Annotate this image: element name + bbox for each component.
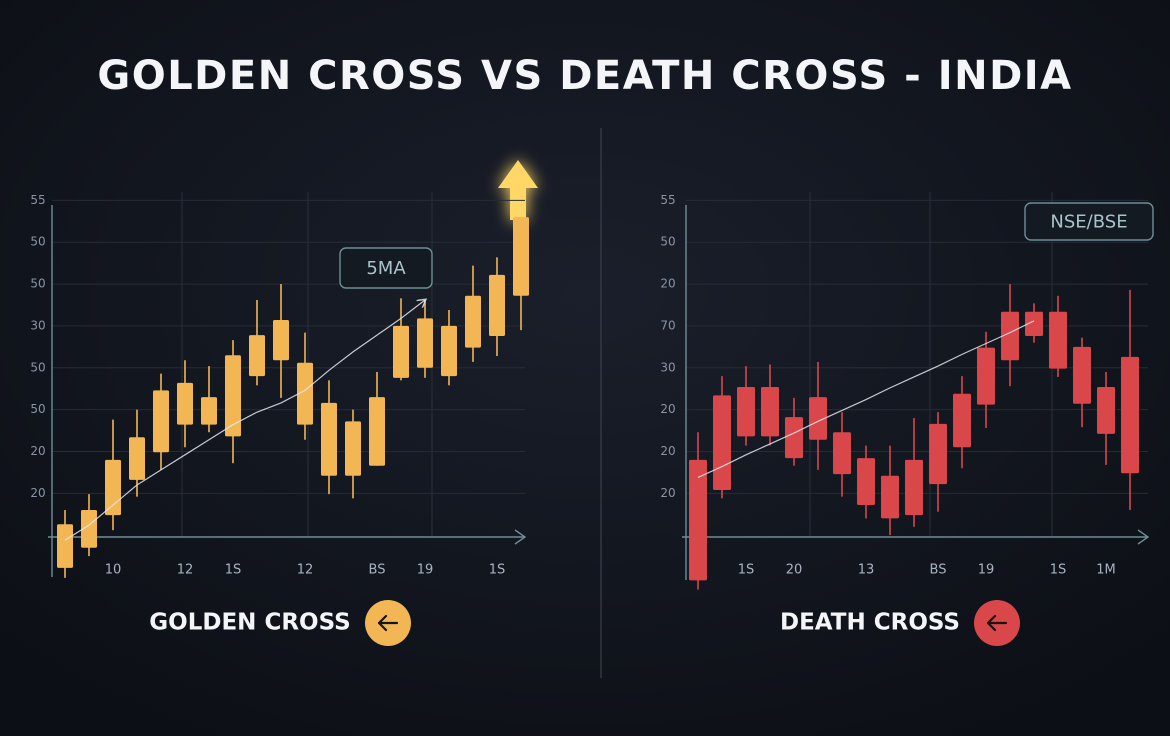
candle-body: [393, 325, 409, 378]
y-tick-label: 30: [30, 318, 45, 332]
y-tick-label: 50: [30, 235, 45, 249]
x-tick-label: 12: [177, 563, 194, 578]
candle-body: [1121, 356, 1139, 474]
candle-body: [857, 458, 875, 506]
candle-body: [321, 402, 337, 476]
x-tick-label: 10: [105, 563, 122, 578]
candle-body: [273, 320, 289, 361]
candle-body: [737, 387, 755, 437]
y-tick-label: 20: [660, 444, 675, 458]
x-tick-label: BS: [369, 563, 386, 578]
candle-body: [153, 390, 169, 453]
y-tick-label: 20: [660, 277, 675, 291]
chart-caption: DEATH CROSS: [780, 610, 960, 636]
candle-body: [905, 459, 923, 516]
annotation-box: [339, 247, 433, 289]
y-tick-label: 50: [30, 402, 45, 416]
candle-body: [977, 347, 995, 405]
candle-body: [689, 459, 707, 581]
candle-body: [1001, 311, 1019, 361]
candle-body: [929, 423, 947, 485]
x-tick-label: 1M: [1096, 563, 1116, 578]
caption-icon-arrow: [377, 614, 399, 632]
y-tick-label: 50: [30, 277, 45, 291]
x-tick-label: 1S: [1050, 563, 1067, 578]
candle-body: [881, 475, 899, 519]
x-tick-label: 1S: [225, 563, 242, 578]
candle-body: [489, 274, 505, 336]
y-tick-label: 50: [30, 360, 45, 374]
candle-body: [809, 397, 827, 440]
candle-body: [1073, 346, 1091, 404]
up-arrow: [498, 160, 538, 220]
candle-body: [369, 397, 385, 466]
x-tick-label: 20: [786, 563, 803, 578]
y-tick-label: 55: [30, 193, 45, 207]
x-tick-label: 12: [297, 563, 314, 578]
candle-body: [761, 387, 779, 437]
candle-body: [513, 217, 529, 296]
y-tick-label: 50: [660, 235, 675, 249]
candle-body: [713, 395, 731, 490]
candle-body: [785, 417, 803, 459]
candle-body: [833, 432, 851, 475]
candle-body: [249, 335, 265, 377]
x-tick-label: BS: [930, 563, 947, 578]
x-tick-label: 13: [858, 563, 875, 578]
candle-body: [57, 524, 73, 568]
candle-body: [1097, 387, 1115, 434]
page-title: GOLDEN CROSS VS DEATH CROSS - INDIA: [97, 53, 1072, 99]
x-axis-arrow: [1137, 529, 1150, 545]
annotation-box: [1024, 202, 1154, 241]
candle-body: [1025, 311, 1043, 336]
y-tick-label: 20: [30, 486, 45, 500]
annotation: NSE/BSE: [1050, 212, 1127, 233]
y-tick-label: 20: [30, 444, 45, 458]
y-tick-label: 20: [660, 486, 675, 500]
candle-body: [1049, 311, 1067, 369]
candle-body: [105, 459, 121, 516]
candle-body: [953, 393, 971, 448]
y-tick-label: 20: [660, 402, 675, 416]
y-tick-label: 70: [660, 318, 675, 332]
y-tick-label: 55: [660, 193, 675, 207]
candle-body: [81, 510, 97, 548]
charts: 20 20 50 50 30 50 50 55 10 12 1S 12 BS 19 1S 5MA GOLDEN …: [30, 192, 1154, 646]
candle-body: [417, 318, 433, 368]
candle-body: [201, 397, 217, 425]
moving-average-line: [697, 320, 1035, 478]
x-tick-label: 19: [417, 563, 434, 578]
x-tick-label: 1S: [738, 563, 755, 578]
candle-body: [465, 295, 481, 348]
annotation: 5MA: [366, 258, 406, 279]
chart-caption: GOLDEN CROSS: [149, 610, 350, 636]
candle-body: [129, 437, 145, 480]
x-axis-arrow: [514, 529, 527, 545]
y-tick-label: 30: [660, 360, 675, 374]
candle-body: [297, 362, 313, 425]
candle-body: [225, 355, 241, 437]
candle-body: [345, 421, 361, 476]
candle-body: [441, 325, 457, 377]
moving-average-line: [64, 300, 425, 541]
caption-icon-arrow: [986, 614, 1008, 632]
candle-body: [177, 382, 193, 425]
x-tick-label: 1S: [489, 563, 506, 578]
x-tick-label: 19: [978, 563, 995, 578]
